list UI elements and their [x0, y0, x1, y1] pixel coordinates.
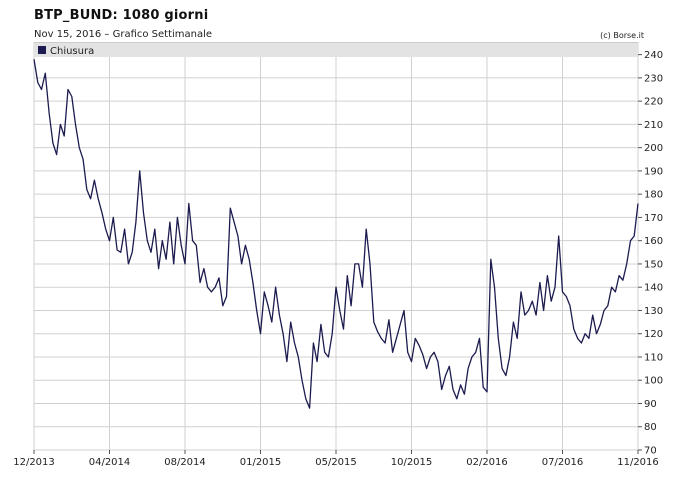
- y-tick-label: 110: [644, 352, 663, 363]
- y-tick-label: 150: [644, 259, 663, 270]
- y-tick-label: 100: [644, 376, 663, 387]
- y-tick-label: 210: [644, 120, 663, 131]
- chart-title: BTP_BUND: 1080 giorni: [34, 8, 209, 23]
- legend-background: [34, 43, 638, 57]
- x-tick-label: 01/2015: [240, 457, 282, 468]
- y-tick-label: 240: [644, 50, 663, 61]
- x-tick-label: 12/2013: [13, 457, 55, 468]
- legend-label-chiusura: Chiusura: [50, 46, 94, 57]
- y-tick-label: 80: [644, 422, 657, 433]
- y-tick-label: 130: [644, 306, 663, 317]
- chart-credit: (c) Borse.it: [600, 31, 644, 40]
- y-tick-label: 170: [644, 213, 663, 224]
- x-tick-label: 05/2015: [315, 457, 357, 468]
- x-tick-label: 07/2016: [542, 457, 584, 468]
- y-axis: 70 80 90 100 110 120 130 140 150 160 170 180 190 200 2…: [638, 50, 663, 457]
- y-tick-label: 140: [644, 283, 663, 294]
- y-tick-label: 120: [644, 329, 663, 340]
- x-tick-label: 04/2014: [89, 457, 131, 468]
- y-tick-label: 90: [644, 399, 657, 410]
- x-tick-label: 11/2016: [617, 457, 659, 468]
- y-tick-label: 190: [644, 166, 663, 177]
- y-tick-label: 230: [644, 73, 663, 84]
- y-tick-label: 160: [644, 236, 663, 247]
- x-axis: 12/2013 04/2014 08/2014 01/2015 05/2015 10/20…: [13, 450, 659, 468]
- x-tick-label: 10/2015: [391, 457, 433, 468]
- x-tick-label: 02/2016: [466, 457, 508, 468]
- chart-subtitle: Nov 15, 2016 – Grafico Settimanale: [34, 29, 213, 40]
- y-tick-label: 180: [644, 190, 663, 201]
- legend-swatch-chiusura: [38, 46, 46, 54]
- x-tick-label: 08/2014: [164, 457, 206, 468]
- legend: Chiusura: [34, 43, 638, 57]
- y-tick-label: 70: [644, 446, 657, 457]
- y-tick-label: 220: [644, 97, 663, 108]
- y-tick-label: 200: [644, 143, 663, 154]
- series-line-chiusura: [33, 59, 639, 409]
